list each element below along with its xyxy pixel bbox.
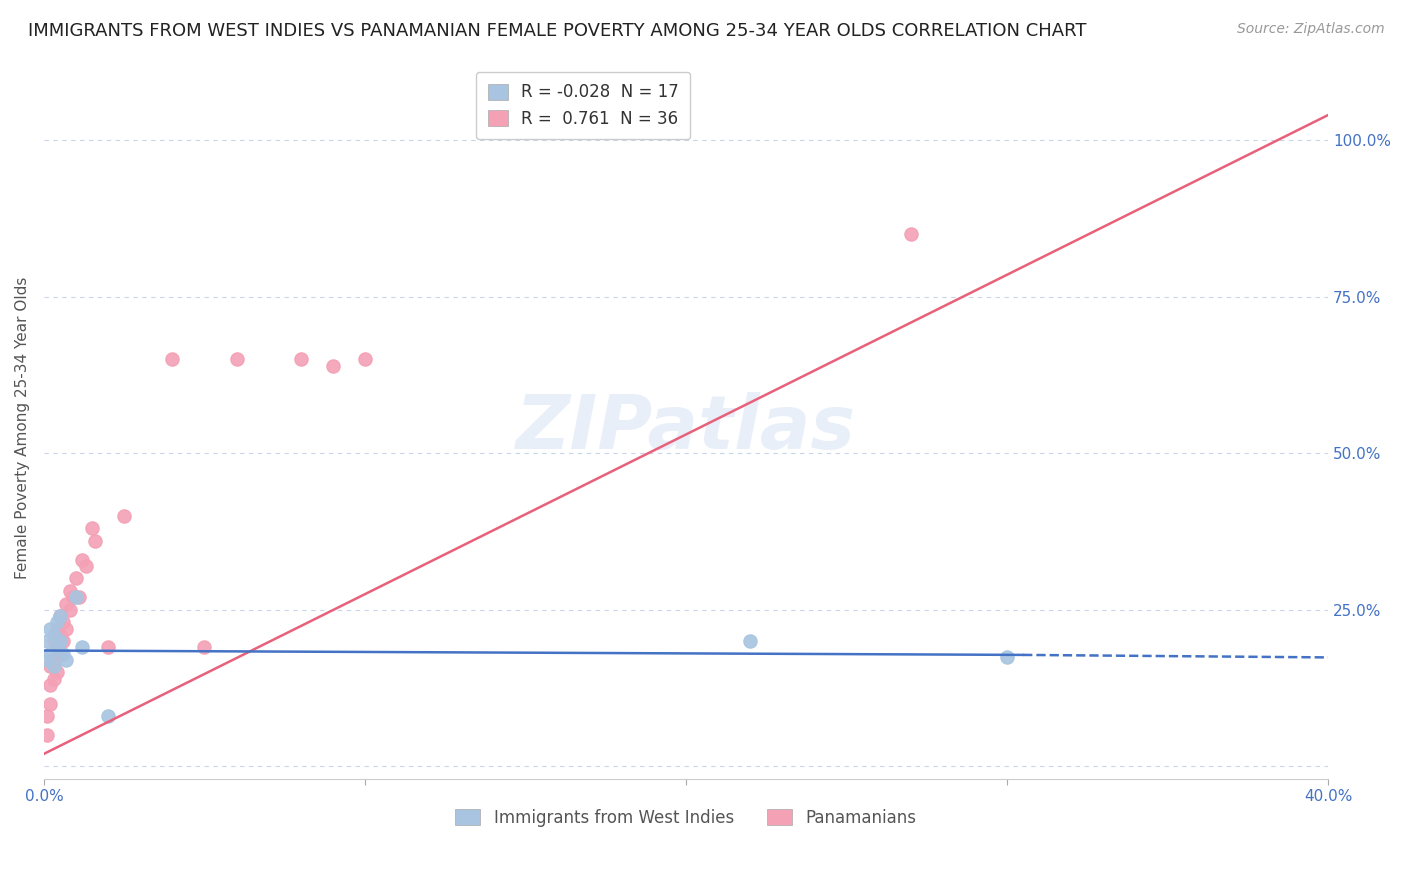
Point bbox=[58, 603, 80, 617]
Point bbox=[162, 352, 184, 367]
Point bbox=[55, 597, 77, 611]
Point bbox=[97, 709, 120, 723]
Point bbox=[58, 584, 80, 599]
Point bbox=[49, 628, 72, 642]
Point bbox=[52, 634, 75, 648]
Point bbox=[97, 640, 120, 655]
Point bbox=[42, 659, 65, 673]
Point bbox=[995, 649, 1018, 664]
Point bbox=[80, 521, 103, 535]
Point bbox=[84, 533, 107, 548]
Point bbox=[45, 640, 67, 655]
Point bbox=[42, 628, 65, 642]
Point bbox=[72, 552, 94, 566]
Point bbox=[45, 615, 67, 630]
Point bbox=[65, 591, 87, 605]
Point bbox=[225, 352, 247, 367]
Point bbox=[290, 352, 312, 367]
Point bbox=[67, 591, 90, 605]
Point bbox=[42, 634, 65, 648]
Legend: Immigrants from West Indies, Panamanians: Immigrants from West Indies, Panamanians bbox=[449, 803, 924, 834]
Point bbox=[193, 640, 215, 655]
Point bbox=[49, 647, 72, 661]
Text: IMMIGRANTS FROM WEST INDIES VS PANAMANIAN FEMALE POVERTY AMONG 25-34 YEAR OLDS C: IMMIGRANTS FROM WEST INDIES VS PANAMANIA… bbox=[28, 22, 1087, 40]
Text: Source: ZipAtlas.com: Source: ZipAtlas.com bbox=[1237, 22, 1385, 37]
Point bbox=[75, 558, 97, 573]
Point bbox=[35, 653, 58, 667]
Point bbox=[112, 508, 135, 523]
Point bbox=[52, 647, 75, 661]
Point bbox=[39, 622, 62, 636]
Point bbox=[35, 634, 58, 648]
Point bbox=[39, 659, 62, 673]
Point bbox=[52, 615, 75, 630]
Point bbox=[322, 359, 344, 373]
Point bbox=[45, 622, 67, 636]
Point bbox=[72, 640, 94, 655]
Point bbox=[55, 622, 77, 636]
Point bbox=[65, 572, 87, 586]
Point bbox=[55, 653, 77, 667]
Point bbox=[35, 728, 58, 742]
Point bbox=[39, 647, 62, 661]
Text: ZIPatlas: ZIPatlas bbox=[516, 392, 856, 465]
Point bbox=[42, 653, 65, 667]
Point bbox=[900, 227, 922, 241]
Point bbox=[354, 352, 377, 367]
Point bbox=[45, 665, 67, 680]
Point bbox=[740, 634, 762, 648]
Point bbox=[49, 609, 72, 624]
Point bbox=[42, 672, 65, 686]
Point bbox=[39, 678, 62, 692]
Point bbox=[35, 709, 58, 723]
Point bbox=[49, 634, 72, 648]
Point bbox=[62, 591, 84, 605]
Point bbox=[45, 640, 67, 655]
Y-axis label: Female Poverty Among 25-34 Year Olds: Female Poverty Among 25-34 Year Olds bbox=[15, 277, 30, 580]
Point bbox=[39, 697, 62, 711]
Point bbox=[49, 609, 72, 624]
